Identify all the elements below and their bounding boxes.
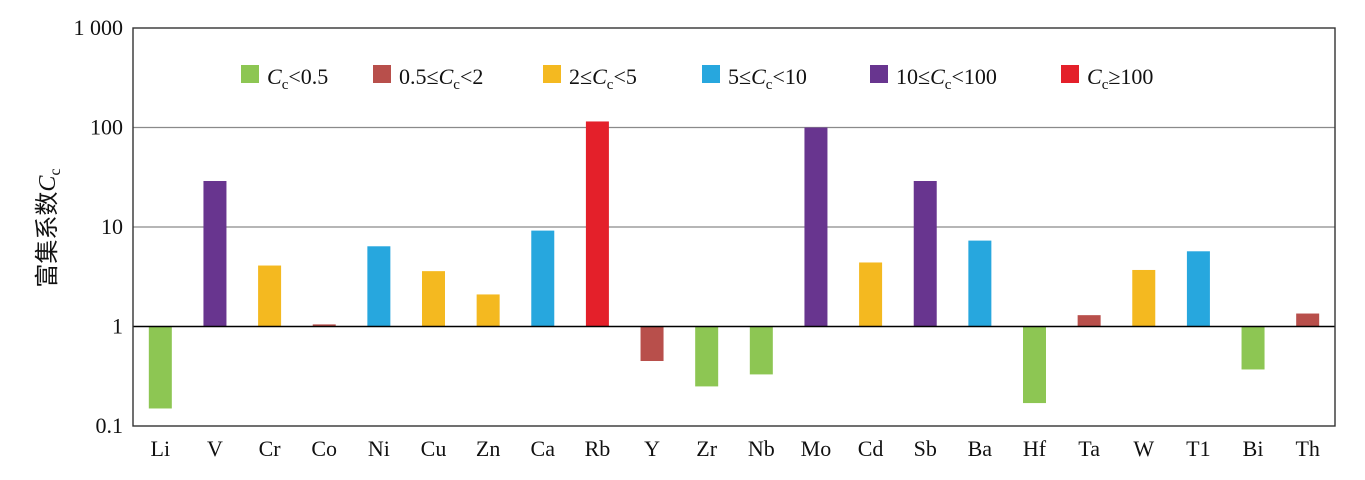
legend-label-subscript: c <box>453 77 460 93</box>
x-tick-label: Zn <box>476 436 500 461</box>
legend-label-range-start: 2≤ <box>569 64 592 89</box>
bar-w <box>1132 269 1156 327</box>
y-tick-label: 1 <box>112 314 123 339</box>
bar-rb <box>585 121 609 327</box>
bar-cd <box>859 262 883 327</box>
legend-label-range-end: <5 <box>613 64 636 89</box>
bar-th <box>1296 313 1320 327</box>
x-tick-label: Ca <box>531 436 556 461</box>
legend-label: 5≤Cc<10 <box>728 64 807 93</box>
legend-swatch <box>543 65 561 83</box>
bar-co <box>312 324 336 327</box>
x-tick-label: T1 <box>1186 436 1210 461</box>
bar-bi <box>1241 326 1265 370</box>
bar-layer <box>148 121 1320 409</box>
legend-swatch <box>702 65 720 83</box>
bar-li <box>148 326 172 409</box>
legend-label-subscript: c <box>1102 77 1109 93</box>
x-tick-label: Mo <box>801 436 832 461</box>
x-tick-label: Y <box>644 436 660 461</box>
legend-label-subscript: c <box>607 77 614 93</box>
x-tick-label: Bi <box>1243 436 1264 461</box>
x-tick-labels: Li V Cr Co Ni Cu Zn Ca Rb Y Zr Nb Mo Cd Sb Ba Hf Ta W T1 Bi T… <box>151 436 1320 461</box>
x-tick-label: Hf <box>1023 436 1047 461</box>
legend-label-range-end: <10 <box>772 64 806 89</box>
bar-cr <box>258 265 282 327</box>
legend-label: 2≤Cc<5 <box>569 64 637 93</box>
legend-swatch <box>241 65 259 83</box>
bar-nb <box>749 326 773 375</box>
legend-label-range-end: <0.5 <box>288 64 328 89</box>
legend-label-range-start: 10≤ <box>896 64 930 89</box>
bar-ba <box>968 240 992 327</box>
legend-label-subscript: c <box>945 77 952 93</box>
x-tick-label: Ba <box>968 436 993 461</box>
x-tick-label: Ta <box>1078 436 1100 461</box>
legend-label-symbol: C <box>592 64 607 89</box>
grid-layer <box>133 126 1335 228</box>
bar-sb <box>913 180 937 327</box>
plot-frame <box>132 27 1336 427</box>
legend-label: 10≤Cc<100 <box>896 64 997 93</box>
x-tick-label: Sb <box>914 436 937 461</box>
x-tick-label: Cr <box>259 436 282 461</box>
bar-cu <box>422 271 445 327</box>
y-tick-label: 1 000 <box>74 15 124 40</box>
legend-label: Cc≥100 <box>1087 64 1153 93</box>
y-axis-title-prefix: 富集系数 <box>33 192 61 288</box>
legend-label-symbol: C <box>439 64 454 89</box>
y-axis-title-subscript: c <box>47 168 64 175</box>
legend-swatch <box>373 65 391 83</box>
x-tick-label: V <box>207 436 223 461</box>
legend-label-subscript: c <box>766 77 773 93</box>
legend-label-range-end: ≥100 <box>1108 64 1153 89</box>
legend-label-range-end: <100 <box>951 64 996 89</box>
bar-zr <box>695 326 719 387</box>
x-tick-label: Co <box>311 436 337 461</box>
legend-swatch <box>1061 65 1079 83</box>
y-tick-label: 100 <box>90 115 123 140</box>
legend-label-symbol: C <box>930 64 945 89</box>
legend-label-symbol: C <box>1087 64 1102 89</box>
legend-label-range-start: 5≤ <box>728 64 751 89</box>
x-tick-label: Ni <box>368 436 390 461</box>
y-axis-title: 富集系数Cc <box>33 168 64 287</box>
x-tick-label: Zr <box>696 436 717 461</box>
bar-t1 <box>1186 251 1210 327</box>
x-tick-label: Cd <box>858 436 884 461</box>
bar-ta <box>1077 315 1101 327</box>
legend-label: Cc<0.5 <box>267 64 328 93</box>
legend-label: 0.5≤Cc<2 <box>399 64 483 93</box>
x-tick-label: Nb <box>748 436 775 461</box>
y-tick-labels: 0.1 1 10 100 1 000 <box>74 15 124 438</box>
bar-ni <box>367 246 391 327</box>
y-axis-title-symbol: C <box>35 175 61 192</box>
legend-label-symbol: C <box>267 64 282 89</box>
x-tick-label: W <box>1133 436 1154 461</box>
legend-label-symbol: C <box>751 64 766 89</box>
x-tick-label: Th <box>1295 436 1319 461</box>
bar-zn <box>476 294 500 327</box>
legend-label-range-end: <2 <box>460 64 483 89</box>
legend-label-subscript: c <box>282 77 289 93</box>
legend-label-range-start: 0.5≤ <box>399 64 439 89</box>
legend-swatch <box>870 65 888 83</box>
bar-mo <box>804 127 828 327</box>
bar-v <box>203 180 227 327</box>
bar-y <box>640 326 664 362</box>
x-tick-label: Rb <box>585 436 611 461</box>
y-tick-label: 0.1 <box>96 413 124 438</box>
legend: Cc<0.5 0.5≤Cc<2 2≤Cc<5 5≤Cc<10 10≤Cc<100 Cc≥1… <box>241 64 1153 93</box>
bar-hf <box>1023 326 1046 404</box>
bar-ca <box>531 230 555 327</box>
x-tick-label: Cu <box>421 436 447 461</box>
x-tick-label: Li <box>151 436 171 461</box>
y-tick-label: 10 <box>101 214 123 239</box>
